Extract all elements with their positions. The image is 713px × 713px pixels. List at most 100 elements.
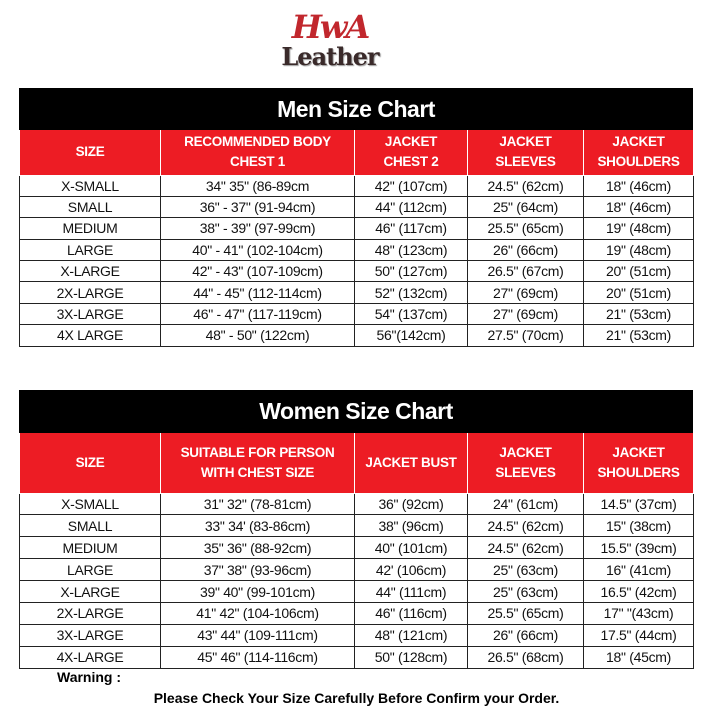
size-cell: X-LARGE — [19, 580, 161, 603]
size-cell: X-LARGE — [19, 260, 161, 283]
women-size-chart: Women Size Chart SIZE SUITABLE FOR PERSON… — [19, 390, 694, 669]
logo-leather: Leather — [281, 42, 379, 71]
measurement-cell: 45" 46" (114-116cm) — [160, 645, 355, 669]
measurement-cell: 36" (92cm) — [354, 492, 468, 516]
size-cell: 2X-LARGE — [19, 281, 161, 304]
table-row: 4X-LARGE 45" 46" (114-116cm) 50" (128cm) 26… — [19, 645, 694, 669]
measurement-cell: 52" (132cm) — [354, 281, 468, 304]
measurement-cell: 26.5" (67cm) — [467, 260, 584, 283]
measurement-cell: 42" (107cm) — [354, 174, 468, 197]
measurement-cell: 50" (127cm) — [354, 260, 468, 283]
measurement-cell: 35" 36" (88-92cm) — [160, 536, 355, 560]
measurement-cell: 27" (69cm) — [467, 302, 584, 326]
measurement-cell: 56"(142cm) — [354, 324, 468, 347]
table-header-row: SIZE SUITABLE FOR PERSON WITH CHEST SIZE J… — [19, 433, 694, 494]
measurement-cell: 25" (64cm) — [467, 195, 584, 219]
size-cell: SMALL — [19, 514, 161, 538]
men-chart-title: Men Size Chart — [19, 88, 693, 130]
measurement-cell: 18" (45cm) — [583, 645, 694, 669]
measurement-cell: 25" (63cm) — [467, 580, 584, 603]
size-cell: 3X-LARGE — [19, 623, 161, 647]
brand-logo: HwA Leather — [280, 8, 380, 78]
measurement-cell: 16.5" (42cm) — [583, 580, 694, 603]
measurement-cell: 18" (46cm) — [583, 174, 694, 197]
measurement-cell: 15.5" (39cm) — [583, 536, 694, 560]
measurement-cell: 31" 32" (78-81cm) — [160, 492, 355, 516]
measurement-cell: 17.5" (44cm) — [583, 623, 694, 647]
measurement-cell: 21" (53cm) — [583, 324, 694, 347]
table-row: 2X-LARGE 41" 42" (104-106cm) 46" (116cm) 25… — [19, 601, 694, 625]
table-row: X-SMALL 34" 35" (86-89cm 42" (107cm) 24.5" … — [19, 174, 694, 197]
measurement-cell: 34" 35" (86-89cm — [160, 174, 355, 197]
table-row: MEDIUM 35" 36" (88-92cm) 40" (101cm) 24.5" … — [19, 536, 694, 560]
measurement-cell: 48" (121cm) — [354, 623, 468, 647]
measurement-cell: 27" (69cm) — [467, 281, 584, 304]
logo-hwa: HwA — [291, 8, 371, 46]
table-row: 3X-LARGE 46" - 47" (117-119cm) 54" (137cm)… — [19, 302, 694, 326]
men-size-table: SIZE RECOMMENDED BODY CHEST 1 JACKET CHEST… — [19, 130, 694, 347]
column-header: JACKET SHOULDERS — [583, 433, 694, 494]
measurement-cell: 26" (66cm) — [467, 238, 584, 262]
measurement-cell: 39" 40" (99-101cm) — [160, 580, 355, 603]
measurement-cell: 25" (63cm) — [467, 558, 584, 582]
measurement-cell: 54" (137cm) — [354, 302, 468, 326]
measurement-cell: 18" (46cm) — [583, 195, 694, 219]
size-cell: SMALL — [19, 195, 161, 219]
table-row: X-SMALL 31" 32" (78-81cm) 36" (92cm) 24" (6… — [19, 492, 694, 516]
table-row: MEDIUM 38" - 39" (97-99cm) 46" (117cm) 25.5… — [19, 217, 694, 240]
measurement-cell: 24" (61cm) — [467, 492, 584, 516]
size-cell: X-SMALL — [19, 492, 161, 516]
measurement-cell: 50" (128cm) — [354, 645, 468, 669]
men-size-chart: Men Size Chart SIZE RECOMMENDED BODY CHES… — [19, 88, 694, 347]
measurement-cell: 44" - 45" (112-114cm) — [160, 281, 355, 304]
size-cell: 4X LARGE — [19, 324, 161, 347]
women-chart-title: Women Size Chart — [19, 390, 693, 433]
table-row: LARGE 37" 38" (93-96cm) 42' (106cm) 25" (63… — [19, 558, 694, 582]
table-row: SMALL 36" - 37" (91-94cm) 44" (112cm) 25" (… — [19, 195, 694, 219]
measurement-cell: 38" (96cm) — [354, 514, 468, 538]
measurement-cell: 48" - 50" (122cm) — [160, 324, 355, 347]
measurement-cell: 17" "(43cm) — [583, 601, 694, 625]
measurement-cell: 20" (51cm) — [583, 281, 694, 304]
column-header: JACKET SLEEVES — [467, 130, 584, 176]
measurement-cell: 25.5" (65cm) — [467, 217, 584, 240]
table-row: SMALL 33" 34' (83-86cm) 38" (96cm) 24.5" (6… — [19, 514, 694, 538]
measurement-cell: 41" 42" (104-106cm) — [160, 601, 355, 625]
measurement-cell: 36" - 37" (91-94cm) — [160, 195, 355, 219]
measurement-cell: 46" (116cm) — [354, 601, 468, 625]
warning-label: Warning : — [57, 669, 122, 685]
table-row: LARGE 40" - 41" (102-104cm) 48" (123cm) 26"… — [19, 238, 694, 262]
size-cell: 2X-LARGE — [19, 601, 161, 625]
measurement-cell: 40" - 41" (102-104cm) — [160, 238, 355, 262]
measurement-cell: 21" (53cm) — [583, 302, 694, 326]
measurement-cell: 19" (48cm) — [583, 238, 694, 262]
measurement-cell: 19" (48cm) — [583, 217, 694, 240]
measurement-cell: 37" 38" (93-96cm) — [160, 558, 355, 582]
measurement-cell: 42" - 43" (107-109cm) — [160, 260, 355, 283]
measurement-cell: 46" - 47" (117-119cm) — [160, 302, 355, 326]
size-cell: 3X-LARGE — [19, 302, 161, 326]
column-header: SUITABLE FOR PERSON WITH CHEST SIZE — [160, 433, 355, 494]
table-row: 2X-LARGE 44" - 45" (112-114cm) 52" (132cm)… — [19, 281, 694, 304]
table-header-row: SIZE RECOMMENDED BODY CHEST 1 JACKET CHEST… — [19, 130, 694, 176]
measurement-cell: 25.5" (65cm) — [467, 601, 584, 625]
size-cell: MEDIUM — [19, 536, 161, 560]
measurement-cell: 24.5" (62cm) — [467, 536, 584, 560]
measurement-cell: 40" (101cm) — [354, 536, 468, 560]
measurement-cell: 20" (51cm) — [583, 260, 694, 283]
table-row: X-LARGE 39" 40" (99-101cm) 44" (111cm) 25" … — [19, 580, 694, 603]
measurement-cell: 48" (123cm) — [354, 238, 468, 262]
size-cell: LARGE — [19, 558, 161, 582]
column-header: RECOMMENDED BODY CHEST 1 — [160, 130, 355, 176]
measurement-cell: 27.5" (70cm) — [467, 324, 584, 347]
size-cell: 4X-LARGE — [19, 645, 161, 669]
measurement-cell: 26" (66cm) — [467, 623, 584, 647]
column-header: JACKET SLEEVES — [467, 433, 584, 494]
measurement-cell: 44" (112cm) — [354, 195, 468, 219]
measurement-cell: 26.5" (68cm) — [467, 645, 584, 669]
size-cell: MEDIUM — [19, 217, 161, 240]
column-header: JACKET SHOULDERS — [583, 130, 694, 176]
column-header: JACKET BUST — [354, 433, 468, 494]
measurement-cell: 42' (106cm) — [354, 558, 468, 582]
measurement-cell: 24.5" (62cm) — [467, 174, 584, 197]
